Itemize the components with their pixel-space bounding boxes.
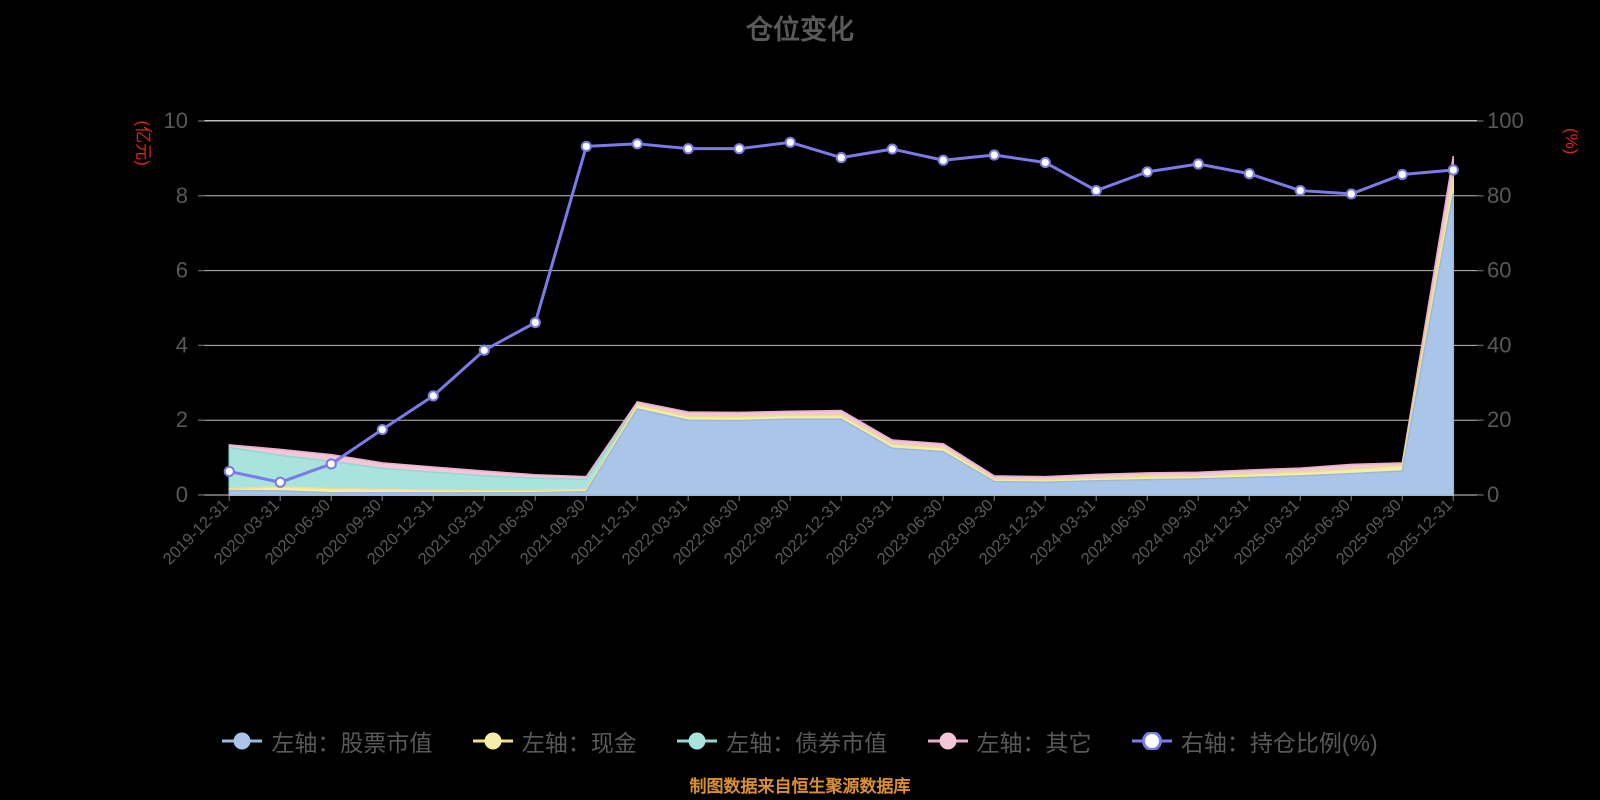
svg-text:8: 8 bbox=[176, 183, 188, 208]
svg-text:6: 6 bbox=[176, 258, 188, 283]
svg-text:4: 4 bbox=[176, 332, 188, 357]
svg-text:60: 60 bbox=[1487, 258, 1511, 283]
svg-text:10: 10 bbox=[164, 108, 188, 133]
svg-text:100: 100 bbox=[1487, 108, 1524, 133]
svg-text:20: 20 bbox=[1487, 407, 1511, 432]
svg-text:2: 2 bbox=[176, 407, 188, 432]
svg-text:80: 80 bbox=[1487, 183, 1511, 208]
svg-text:0: 0 bbox=[176, 482, 188, 507]
svg-text:0: 0 bbox=[1487, 482, 1499, 507]
svg-text:40: 40 bbox=[1487, 332, 1511, 357]
